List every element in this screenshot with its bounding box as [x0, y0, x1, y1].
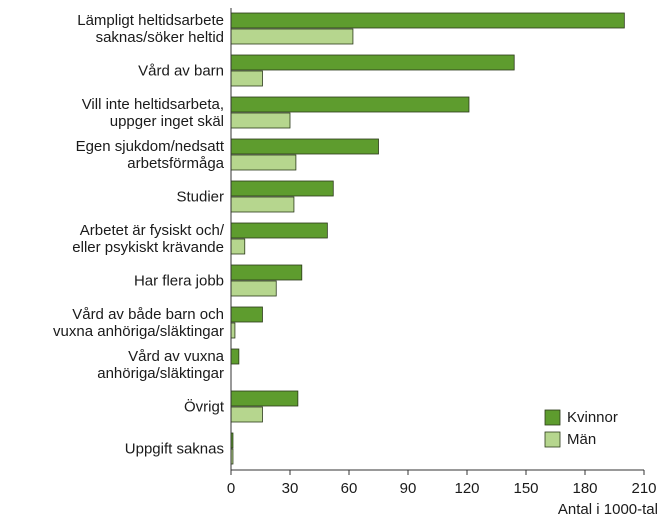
- y-tick-label: Vård av vuxna anhöriga/släktingar: [97, 348, 224, 382]
- bar: [230, 238, 246, 255]
- bar: [230, 280, 277, 297]
- bar: [230, 70, 263, 87]
- bar: [230, 196, 295, 213]
- bar: [230, 348, 240, 365]
- bar: [230, 112, 291, 129]
- y-tick-label: Arbetet är fysiskt och/ eller psykiskt k…: [72, 222, 224, 256]
- x-tick-label: 60: [341, 480, 358, 497]
- bar: [230, 28, 354, 45]
- bar: [230, 406, 263, 423]
- y-tick-label: Egen sjukdom/nedsatt arbetsförmåga: [75, 138, 224, 172]
- x-axis-label: Antal i 1000-tal: [558, 501, 658, 518]
- bar: [230, 322, 236, 339]
- legend-label: Män: [567, 431, 596, 448]
- x-tick-label: 180: [572, 480, 597, 497]
- x-tick-label: 210: [631, 480, 656, 497]
- x-tick-label: 90: [400, 480, 417, 497]
- x-tick-label: 30: [282, 480, 299, 497]
- x-tick-label: 120: [454, 480, 479, 497]
- bar: [230, 264, 303, 281]
- bar: [230, 54, 515, 71]
- y-tick-label: Uppgift saknas: [124, 440, 224, 458]
- y-tick-label: Övrigt: [183, 398, 224, 416]
- y-tick-label: Vill inte heltidsarbeta, uppger inget sk…: [81, 96, 224, 130]
- y-tick-label: Har flera jobb: [133, 272, 224, 290]
- bar: [230, 138, 379, 155]
- bar: [230, 306, 263, 323]
- legend-swatch: [544, 431, 561, 448]
- legend-label: Kvinnor: [567, 409, 618, 426]
- bar: [230, 96, 470, 113]
- bar: [230, 154, 297, 171]
- x-tick-label: 0: [227, 480, 235, 497]
- bar: [230, 222, 328, 239]
- y-tick-label: Lämpligt heltidsarbete saknas/söker helt…: [77, 12, 224, 46]
- y-tick-label: Vård av barn: [138, 62, 224, 80]
- bar: [230, 12, 625, 29]
- x-tick-label: 150: [513, 480, 538, 497]
- bar: [230, 390, 299, 407]
- y-tick-label: Studier: [176, 188, 224, 206]
- legend-swatch: [544, 409, 561, 426]
- y-tick-label: Vård av både barn och vuxna anhöriga/slä…: [53, 306, 224, 340]
- bar: [230, 180, 334, 197]
